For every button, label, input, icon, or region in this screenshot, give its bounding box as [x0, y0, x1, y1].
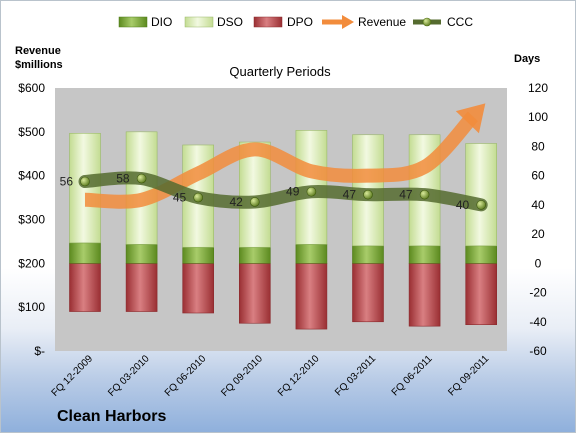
legend-label-revenue: Revenue [358, 15, 406, 29]
left-tick-label: $- [34, 344, 45, 358]
ccc-series: 56 58 45 42 49 47 47 40 [60, 171, 488, 212]
right-axis-ticks: -60 -40 -20 0 20 40 60 80 100 120 [528, 81, 548, 358]
left-tick-label: $600 [18, 81, 45, 95]
x-tick-label: FQ 06-2010 [163, 353, 209, 399]
x-axis-ticks: FQ 12-2009 FQ 03-2010 FQ 06-2010 FQ 09-2010… [50, 353, 492, 399]
bar-dpo [239, 263, 271, 324]
bar-dpo [352, 263, 384, 323]
right-tick-label: 120 [528, 81, 548, 95]
x-tick-label: FQ 09-2011 [446, 353, 491, 398]
left-tick-label: $100 [18, 300, 45, 314]
legend-label-dpo: DPO [287, 15, 313, 29]
bar-dio [69, 242, 101, 264]
right-tick-label: 20 [531, 227, 545, 241]
ccc-marker [419, 189, 430, 200]
ccc-data-label: 42 [229, 195, 243, 209]
ccc-data-label: 58 [116, 172, 130, 186]
ccc-marker [136, 173, 147, 184]
right-tick-label: 0 [535, 256, 542, 270]
bar-dpo [69, 263, 101, 312]
legend-item-revenue: Revenue [322, 15, 406, 29]
x-tick-label: FQ 03-2010 [106, 353, 152, 399]
x-tick-label: FQ 06-2011 [390, 353, 435, 398]
bar-dpo [465, 263, 498, 326]
bar-dio [125, 244, 158, 264]
legend-item-ccc: CCC [413, 15, 473, 29]
ccc-marker [306, 186, 317, 197]
ccc-marker [363, 189, 373, 200]
bar-dio [239, 246, 271, 264]
right-tick-label: 100 [528, 110, 548, 124]
legend-item-dpo: DPO [253, 15, 313, 29]
legend-label-ccc: CCC [447, 15, 473, 29]
right-axis-title: Days [514, 53, 540, 65]
right-tick-label: -20 [529, 286, 547, 300]
left-axis-title: Revenue $millions [15, 45, 63, 71]
x-tick-label: FQ 12-2010 [276, 353, 322, 399]
ccc-marker [250, 197, 260, 207]
bar-dio [295, 244, 328, 264]
ccc-data-label: 49 [286, 185, 300, 199]
x-tick-label: FQ 12-2009 [50, 353, 96, 399]
bar-dio [408, 245, 441, 264]
legend-item-dso: DSO [184, 15, 243, 29]
bar-dpo [125, 263, 158, 312]
x-tick-label: FQ 09-2010 [219, 353, 265, 399]
ccc-data-label: 47 [343, 188, 357, 202]
revenue-line [84, 111, 479, 209]
left-tick-label: $500 [18, 125, 45, 139]
revenue-arrowhead [455, 103, 486, 134]
bar-dpo [295, 263, 328, 330]
left-tick-label: $300 [18, 213, 45, 227]
right-tick-label: 60 [531, 169, 545, 183]
right-tick-label: -40 [529, 315, 547, 329]
ccc-data-label: 40 [456, 198, 470, 212]
bar-dio [465, 245, 498, 264]
ccc-data-label: 56 [60, 175, 74, 189]
left-axis-ticks: $- $100 $200 $300 $400 $500 $600 [18, 81, 45, 358]
legend-label-dio: DIO [151, 15, 172, 29]
ccc-marker [193, 192, 203, 203]
left-tick-label: $200 [18, 256, 45, 270]
bar-dio [352, 245, 384, 264]
right-tick-label: 40 [531, 198, 545, 212]
left-tick-label: $400 [18, 169, 45, 183]
x-tick-label: FQ 03-2011 [333, 353, 378, 398]
company-name: Clean Harbors [57, 408, 166, 425]
chart-title: Quarterly Periods [229, 64, 331, 79]
bar-dso [69, 132, 101, 244]
ccc-marker [80, 176, 90, 187]
legend: DIO DSO DPO Revenue CCC [118, 15, 473, 29]
legend-item-dio: DIO [118, 15, 172, 29]
ccc-marker [476, 200, 487, 210]
bar-dpo [182, 263, 214, 314]
right-tick-label: -60 [529, 344, 547, 358]
bar-dso [125, 131, 158, 245]
legend-label-dso: DSO [217, 15, 243, 29]
ccc-data-label: 47 [399, 188, 413, 202]
right-tick-label: 80 [531, 139, 545, 153]
bar-dpo [408, 263, 441, 327]
bar-dso [465, 143, 498, 247]
bar-dio [182, 246, 214, 264]
ccc-data-label: 45 [173, 191, 187, 205]
revenue-series [84, 103, 486, 209]
